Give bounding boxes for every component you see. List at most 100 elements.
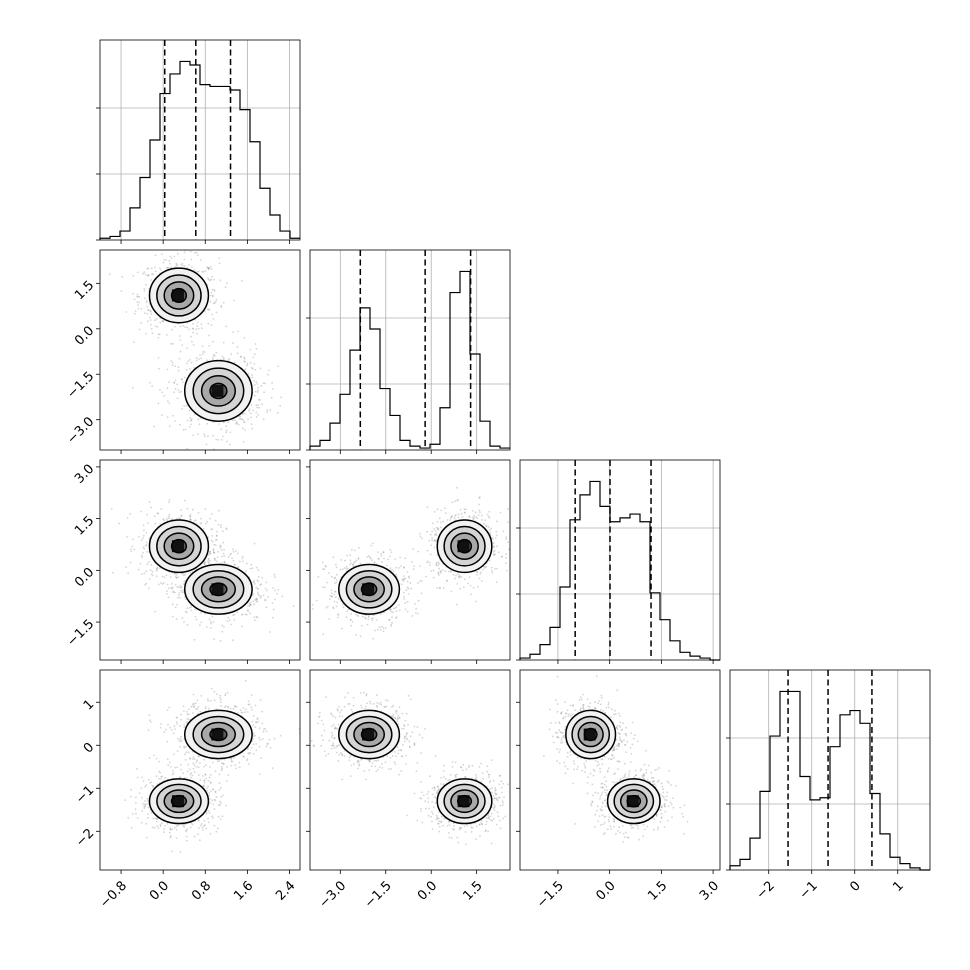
scatter-point xyxy=(170,257,173,259)
scatter-point xyxy=(244,361,246,363)
scatter-point xyxy=(181,264,184,267)
scatter-point xyxy=(166,387,169,390)
scatter-point xyxy=(411,560,413,563)
scatter-point xyxy=(171,828,174,830)
scatter-point xyxy=(186,607,189,610)
scatter-point xyxy=(218,262,221,265)
scatter-point xyxy=(276,592,278,595)
scatter-point xyxy=(215,351,218,354)
scatter-point xyxy=(232,342,234,344)
scatter-point xyxy=(417,599,420,602)
scatter-point xyxy=(208,776,211,779)
scatter-point xyxy=(391,616,393,619)
scatter-point xyxy=(325,565,327,568)
scatter-point xyxy=(250,416,252,419)
scatter-point xyxy=(150,267,153,270)
scatter-point xyxy=(176,383,179,386)
contour-line-1-2 xyxy=(353,576,385,603)
scatter-point xyxy=(204,435,206,438)
scatter-point xyxy=(449,519,452,521)
scatter-point xyxy=(183,404,186,407)
scatter-point xyxy=(158,778,161,780)
scatter-point xyxy=(403,566,405,569)
scatter-point xyxy=(157,512,160,515)
scatter-point xyxy=(188,425,191,428)
scatter-point xyxy=(463,578,466,581)
scatter-point xyxy=(208,821,210,824)
scatter-point xyxy=(270,396,273,399)
scatter-point xyxy=(254,369,256,371)
scatter-point xyxy=(190,258,193,261)
scatter-point xyxy=(184,610,187,613)
scatter-point xyxy=(189,518,192,521)
scatter-point xyxy=(174,575,177,578)
scatter-point xyxy=(171,615,174,618)
scatter-point xyxy=(456,573,459,575)
scatter-point xyxy=(193,638,196,641)
scatter-point xyxy=(211,513,213,515)
scatter-point xyxy=(179,325,182,328)
scatter-point xyxy=(210,294,212,297)
scatter-point xyxy=(388,618,390,621)
scatter-point xyxy=(140,796,143,799)
scatter-point xyxy=(165,517,168,520)
scatter-point xyxy=(186,419,189,422)
scatter-point xyxy=(213,278,216,281)
scatter-point xyxy=(330,592,333,595)
scatter-point xyxy=(241,613,244,616)
scatter-point xyxy=(239,417,241,420)
scatter-point xyxy=(493,553,495,556)
scatter-point xyxy=(125,311,128,313)
scatter-point xyxy=(203,781,206,784)
scatter-point xyxy=(475,516,477,518)
scatter-point xyxy=(483,567,486,569)
scatter-point xyxy=(166,400,169,402)
scatter-point xyxy=(458,574,461,576)
scatter-point xyxy=(467,582,469,585)
scatter-point xyxy=(256,579,259,582)
scatter-point xyxy=(462,586,465,589)
scatter-point xyxy=(143,805,146,808)
scatter-point xyxy=(172,591,174,594)
scatter-point xyxy=(365,614,368,617)
scatter-point xyxy=(208,267,210,269)
scatter-point xyxy=(400,565,402,567)
scatter-point xyxy=(126,536,128,538)
scatter-point xyxy=(173,381,176,384)
scatter-point xyxy=(169,827,171,829)
scatter-point xyxy=(232,548,234,551)
panel-2-2 xyxy=(516,459,721,664)
panel-2d-content xyxy=(110,499,295,642)
scatter-point xyxy=(478,503,480,506)
scatter-point xyxy=(332,606,335,609)
scatter-point xyxy=(207,267,209,269)
scatter-point xyxy=(213,824,216,827)
scatter-point xyxy=(431,537,433,539)
scatter-point xyxy=(200,611,202,614)
contour-line-0-0 xyxy=(436,519,493,574)
scatter-point xyxy=(196,321,199,324)
scatter-point xyxy=(216,556,219,558)
scatter-point xyxy=(163,576,166,579)
scatter-point xyxy=(242,419,244,421)
scatter-point xyxy=(202,784,205,787)
scatter-point xyxy=(262,382,265,384)
scatter-point xyxy=(444,507,446,510)
scatter-point xyxy=(178,776,181,779)
scatter-point xyxy=(241,711,244,714)
scatter-point xyxy=(394,617,397,620)
scatter-point xyxy=(474,511,477,514)
scatter-point xyxy=(180,740,182,743)
scatter-point xyxy=(179,584,182,587)
scatter-point xyxy=(197,271,199,273)
scatter-point xyxy=(334,576,337,579)
scatter-point xyxy=(476,571,479,573)
scatter-point xyxy=(229,707,232,710)
scatter-point xyxy=(380,552,382,555)
scatter-point xyxy=(222,763,225,766)
scatter-point xyxy=(188,328,191,331)
scatter-point xyxy=(204,773,207,776)
scatter-point xyxy=(168,381,171,383)
scatter-point xyxy=(280,396,282,399)
scatter-point xyxy=(415,612,417,614)
